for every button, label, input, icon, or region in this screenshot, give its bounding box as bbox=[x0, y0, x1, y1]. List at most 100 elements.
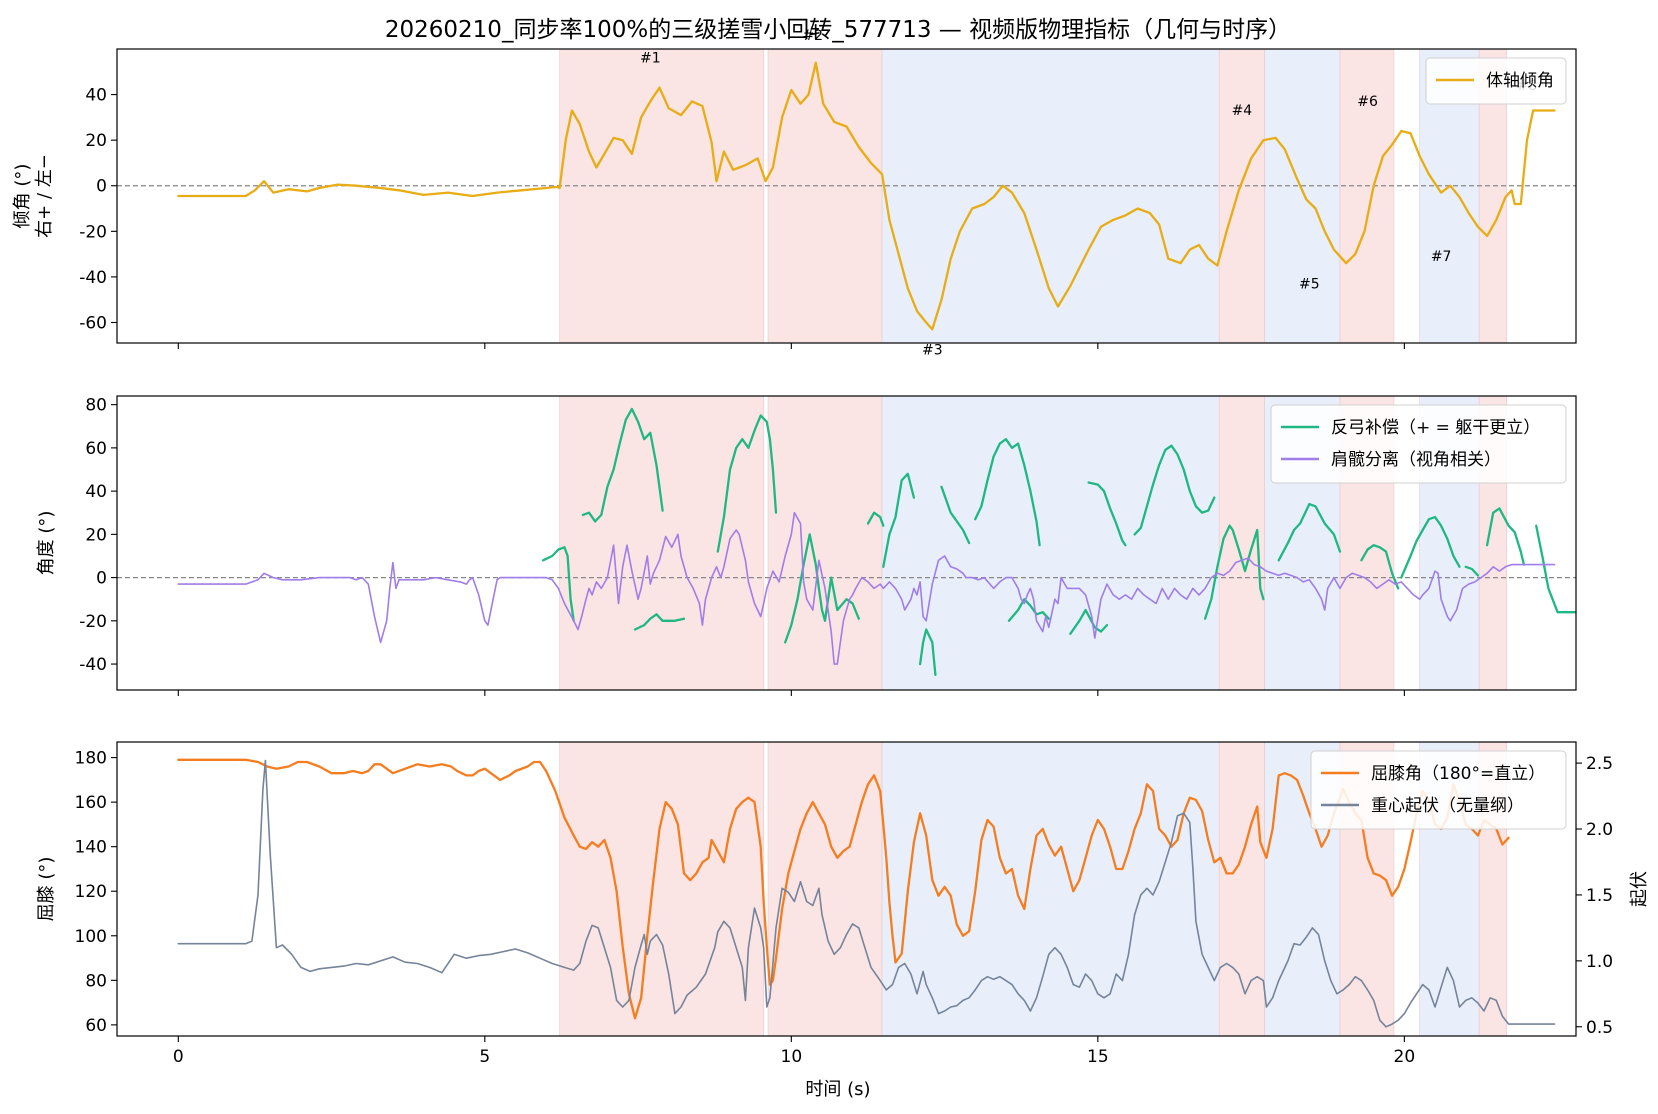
plot-frame bbox=[116, 48, 1577, 344]
x-axis-label: 时间 (s) bbox=[805, 1079, 870, 1100]
y-axis-label: 屈膝 (°) bbox=[36, 857, 57, 922]
y-axis-label: 右+ / 左− bbox=[34, 154, 55, 238]
series-group bbox=[177, 758, 1556, 1028]
turn-annotation: #1 bbox=[640, 51, 661, 67]
x-tick-label: 5 bbox=[479, 1047, 490, 1067]
y-tick-label: 80 bbox=[85, 971, 107, 991]
legend: 体轴倾角 bbox=[1425, 57, 1567, 105]
series-line-1-seg1 bbox=[541, 546, 575, 622]
y-tick-label: 20 bbox=[85, 525, 107, 545]
series-line-1-seg6 bbox=[866, 511, 885, 527]
turn-annotation: #2 bbox=[802, 28, 823, 44]
y-tick-label: 100 bbox=[75, 927, 107, 947]
y-tick-label: 40 bbox=[85, 86, 107, 106]
y-tick-label: 20 bbox=[85, 131, 107, 151]
phase-region bbox=[1264, 48, 1341, 344]
y2-tick-label: 0.5 bbox=[1586, 1018, 1613, 1038]
y2-axis-label: 起伏 bbox=[1629, 871, 1650, 907]
phase-region bbox=[881, 741, 1220, 1037]
plot-frame bbox=[116, 741, 1577, 1037]
series-line-1-seg3 bbox=[633, 613, 686, 631]
turn-annotation: #5 bbox=[1299, 276, 1320, 292]
legend-box bbox=[1310, 750, 1567, 830]
y-tick-label: 160 bbox=[75, 793, 107, 813]
y-axis-label: 角度 (°) bbox=[36, 511, 57, 576]
series-line-1-seg4 bbox=[716, 414, 778, 553]
y2-tick-label: 2.5 bbox=[1586, 754, 1613, 774]
y-tick-label: 0 bbox=[96, 569, 107, 589]
y2-tick-label: 1.0 bbox=[1586, 952, 1613, 972]
series-line-1-seg5 bbox=[784, 533, 860, 644]
plot-frame bbox=[116, 395, 1577, 691]
y2-tick-label: 1.5 bbox=[1586, 886, 1613, 906]
y-tick-label: 80 bbox=[85, 396, 107, 416]
y-tick-label: 60 bbox=[85, 1016, 107, 1036]
series-line-1-seg19 bbox=[1464, 565, 1480, 577]
phase-region bbox=[559, 395, 765, 691]
phase-region bbox=[881, 395, 1220, 691]
series-line-2 bbox=[177, 759, 1556, 1028]
series-line-1-seg12 bbox=[1069, 608, 1109, 635]
series-line-1-seg14 bbox=[1133, 444, 1216, 536]
series-line-1-seg20 bbox=[1485, 507, 1526, 566]
y-tick-label: 60 bbox=[85, 439, 107, 459]
y2-tick-label: 2.0 bbox=[1586, 820, 1613, 840]
series-line-1-seg18 bbox=[1400, 515, 1461, 579]
series-line-1-seg9 bbox=[940, 485, 971, 545]
phase-region bbox=[1218, 741, 1265, 1037]
series-line-1-seg2 bbox=[581, 407, 664, 523]
legend: 反弓补偿（+ = 躯干更立） 肩髋分离（视角相关） bbox=[1270, 404, 1567, 484]
series-line-1-seg8 bbox=[918, 628, 937, 677]
series-group bbox=[177, 407, 1576, 677]
series-line-1-seg11 bbox=[1007, 598, 1050, 622]
phase-region bbox=[559, 48, 765, 344]
series-line-1-seg13 bbox=[1087, 481, 1127, 547]
phase-region bbox=[767, 741, 883, 1037]
legend: 屈膝角（180°=直立） 重心起伏（无量纲） bbox=[1310, 750, 1567, 830]
turn-annotation: #7 bbox=[1431, 249, 1452, 265]
y-tick-label: -40 bbox=[79, 655, 107, 675]
turn-annotation: #3 bbox=[922, 342, 943, 358]
series-line-1 bbox=[177, 758, 1510, 1020]
x-tick-label: 15 bbox=[1087, 1047, 1109, 1067]
turn-annotation: #6 bbox=[1357, 94, 1378, 110]
turn-annotation: #4 bbox=[1232, 103, 1253, 119]
x-tick-label: 0 bbox=[173, 1047, 184, 1067]
phase-region bbox=[767, 395, 883, 691]
phase-region bbox=[559, 741, 765, 1037]
knee-panel: 0 5 10 15 20 60 80 100 120 140 160 180 0.5 1.0 1.5 2.0 2… bbox=[36, 741, 1650, 1067]
y-tick-label: -40 bbox=[79, 268, 107, 288]
y-tick-label: -60 bbox=[79, 313, 107, 333]
y-tick-label: 120 bbox=[75, 882, 107, 902]
phase-region bbox=[881, 48, 1220, 344]
phase-region bbox=[767, 48, 883, 344]
series-line-1 bbox=[177, 61, 1556, 331]
series-line-1-seg21 bbox=[1535, 524, 1576, 614]
y-tick-label: 180 bbox=[75, 749, 107, 769]
x-tick-label: 20 bbox=[1394, 1047, 1416, 1067]
series-line-1-seg16 bbox=[1277, 502, 1342, 562]
y-tick-label: -20 bbox=[79, 612, 107, 632]
legend-label: 反弓补偿（+ = 躯干更立） bbox=[1331, 418, 1540, 438]
y-tick-label: 140 bbox=[75, 838, 107, 858]
angle-panel: -40 -20 0 20 40 60 80 角度 (°) 反弓补偿（+ = 躯干更立） 肩髋分离（… bbox=[36, 395, 1577, 696]
y-tick-label: 40 bbox=[85, 482, 107, 502]
phase-region bbox=[1339, 48, 1395, 344]
y-tick-label: 0 bbox=[96, 177, 107, 197]
chart-title: 20260210_同步率100%的三级搓雪小回转_577713 — 视频版物理指… bbox=[385, 17, 1291, 43]
series-line-1-seg7 bbox=[882, 472, 916, 568]
series-line-1-seg10 bbox=[974, 438, 1041, 547]
series-line-2 bbox=[177, 511, 1556, 665]
series-line-1-seg15 bbox=[1203, 524, 1265, 620]
tilt-panel: -60 -40 -20 0 20 40 倾角 (°) 右+ / 左− #1 #2 #3 #4 #5 #6 #… bbox=[12, 28, 1577, 358]
phase-region bbox=[1218, 48, 1265, 344]
series-group bbox=[177, 61, 1556, 331]
y-tick-label: -20 bbox=[79, 222, 107, 242]
legend-label: 重心起伏（无量纲） bbox=[1371, 796, 1524, 816]
legend-box bbox=[1425, 57, 1567, 105]
series-line-1-seg17 bbox=[1360, 544, 1400, 590]
legend-label: 屈膝角（180°=直立） bbox=[1371, 764, 1545, 784]
legend-label: 肩髋分离（视角相关） bbox=[1331, 450, 1501, 470]
legend-box bbox=[1270, 404, 1567, 484]
